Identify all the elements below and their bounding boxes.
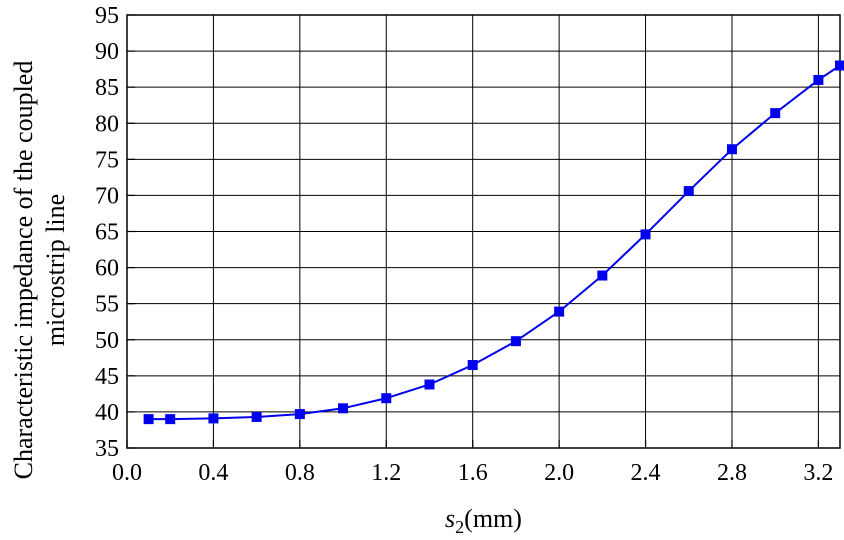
data-point xyxy=(165,414,176,425)
x-axis-label: s2(mm) xyxy=(445,504,522,537)
y-tick-label: 95 xyxy=(95,3,119,29)
data-point xyxy=(467,360,478,371)
x-tick-label: 2.8 xyxy=(717,460,747,486)
data-point xyxy=(726,144,737,155)
data-point xyxy=(381,393,392,404)
x-tick-label: 0.0 xyxy=(112,460,142,486)
x-tick-label: 3.2 xyxy=(803,460,833,486)
x-tick-label: 1.6 xyxy=(458,460,488,486)
data-point xyxy=(640,229,651,240)
data-point xyxy=(770,108,781,119)
data-point xyxy=(208,413,219,424)
y-tick-label: 55 xyxy=(95,292,119,318)
y-axis-label-line1: Characteristic impedance of the coupled xyxy=(9,61,38,480)
x-tick-label: 0.8 xyxy=(285,460,315,486)
data-point xyxy=(597,270,608,281)
y-axis-label: Characteristic impedance of the coupled … xyxy=(9,61,70,480)
series-line xyxy=(148,64,841,421)
y-tick-label: 35 xyxy=(95,436,119,462)
y-axis-label-line2: microstrip line xyxy=(41,194,70,346)
y-tick-label: 70 xyxy=(95,183,119,209)
y-tick-label: 40 xyxy=(95,400,119,426)
y-tick-label: 65 xyxy=(95,220,119,246)
data-point xyxy=(835,60,844,71)
x-axis-label-subscript: 2 xyxy=(455,517,464,537)
y-tick-label: 90 xyxy=(95,39,119,65)
series xyxy=(143,60,844,425)
axis-ticks: 0.0 0.4 0.8 1.2 1.6 2.0 2.4 2.8 3.2 35 40 45 50 55 60 6… xyxy=(95,3,833,486)
y-tick-label: 85 xyxy=(95,75,119,101)
data-point xyxy=(683,186,694,197)
y-tick-label: 60 xyxy=(95,256,119,282)
y-tick-label: 45 xyxy=(95,364,119,390)
x-tick-label: 2.0 xyxy=(544,460,574,486)
data-point xyxy=(424,379,435,390)
data-point xyxy=(554,306,565,317)
x-tick-label: 0.4 xyxy=(198,460,228,486)
y-tick-label: 75 xyxy=(95,147,119,173)
data-point xyxy=(338,403,349,414)
x-axis-label-unit: (mm) xyxy=(464,504,522,533)
data-point xyxy=(143,414,154,425)
data-point xyxy=(813,74,824,85)
data-point xyxy=(294,409,305,420)
x-tick-label: 2.4 xyxy=(631,460,661,486)
x-tick-label: 1.2 xyxy=(371,460,401,486)
data-point xyxy=(251,411,262,422)
y-tick-label: 50 xyxy=(95,328,119,354)
y-tick-label: 80 xyxy=(95,111,119,137)
data-point xyxy=(510,336,521,347)
grid xyxy=(126,14,840,449)
x-axis-label-symbol: s xyxy=(445,504,455,533)
